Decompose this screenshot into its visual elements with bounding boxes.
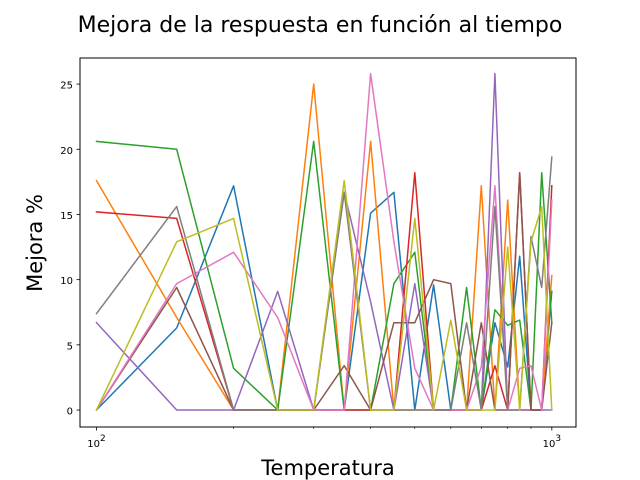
series-line-5 <box>95 72 553 411</box>
y-axis-label: Mejora % <box>23 194 47 292</box>
y-tick-label: 0 <box>67 407 73 418</box>
x-axis-label: Temperatura <box>260 456 394 480</box>
y-tick-label: 25 <box>60 81 73 92</box>
y-tick-label: 20 <box>60 146 73 157</box>
plot-frame <box>79 57 577 428</box>
x-tick-label: 102 <box>87 434 105 450</box>
y-axis-ticks: 0 5 10 15 20 25 <box>60 81 80 418</box>
y-tick-label: 15 <box>60 211 73 222</box>
x-tick-label: 103 <box>543 434 561 450</box>
series-line-9 <box>95 179 553 411</box>
y-tick-label: 5 <box>67 341 73 352</box>
series-layer <box>95 72 553 412</box>
x-axis-ticks: 102 103 <box>87 427 561 450</box>
y-tick-label: 10 <box>60 276 73 287</box>
chart-title: Mejora de la respuesta en función al tie… <box>78 13 563 38</box>
